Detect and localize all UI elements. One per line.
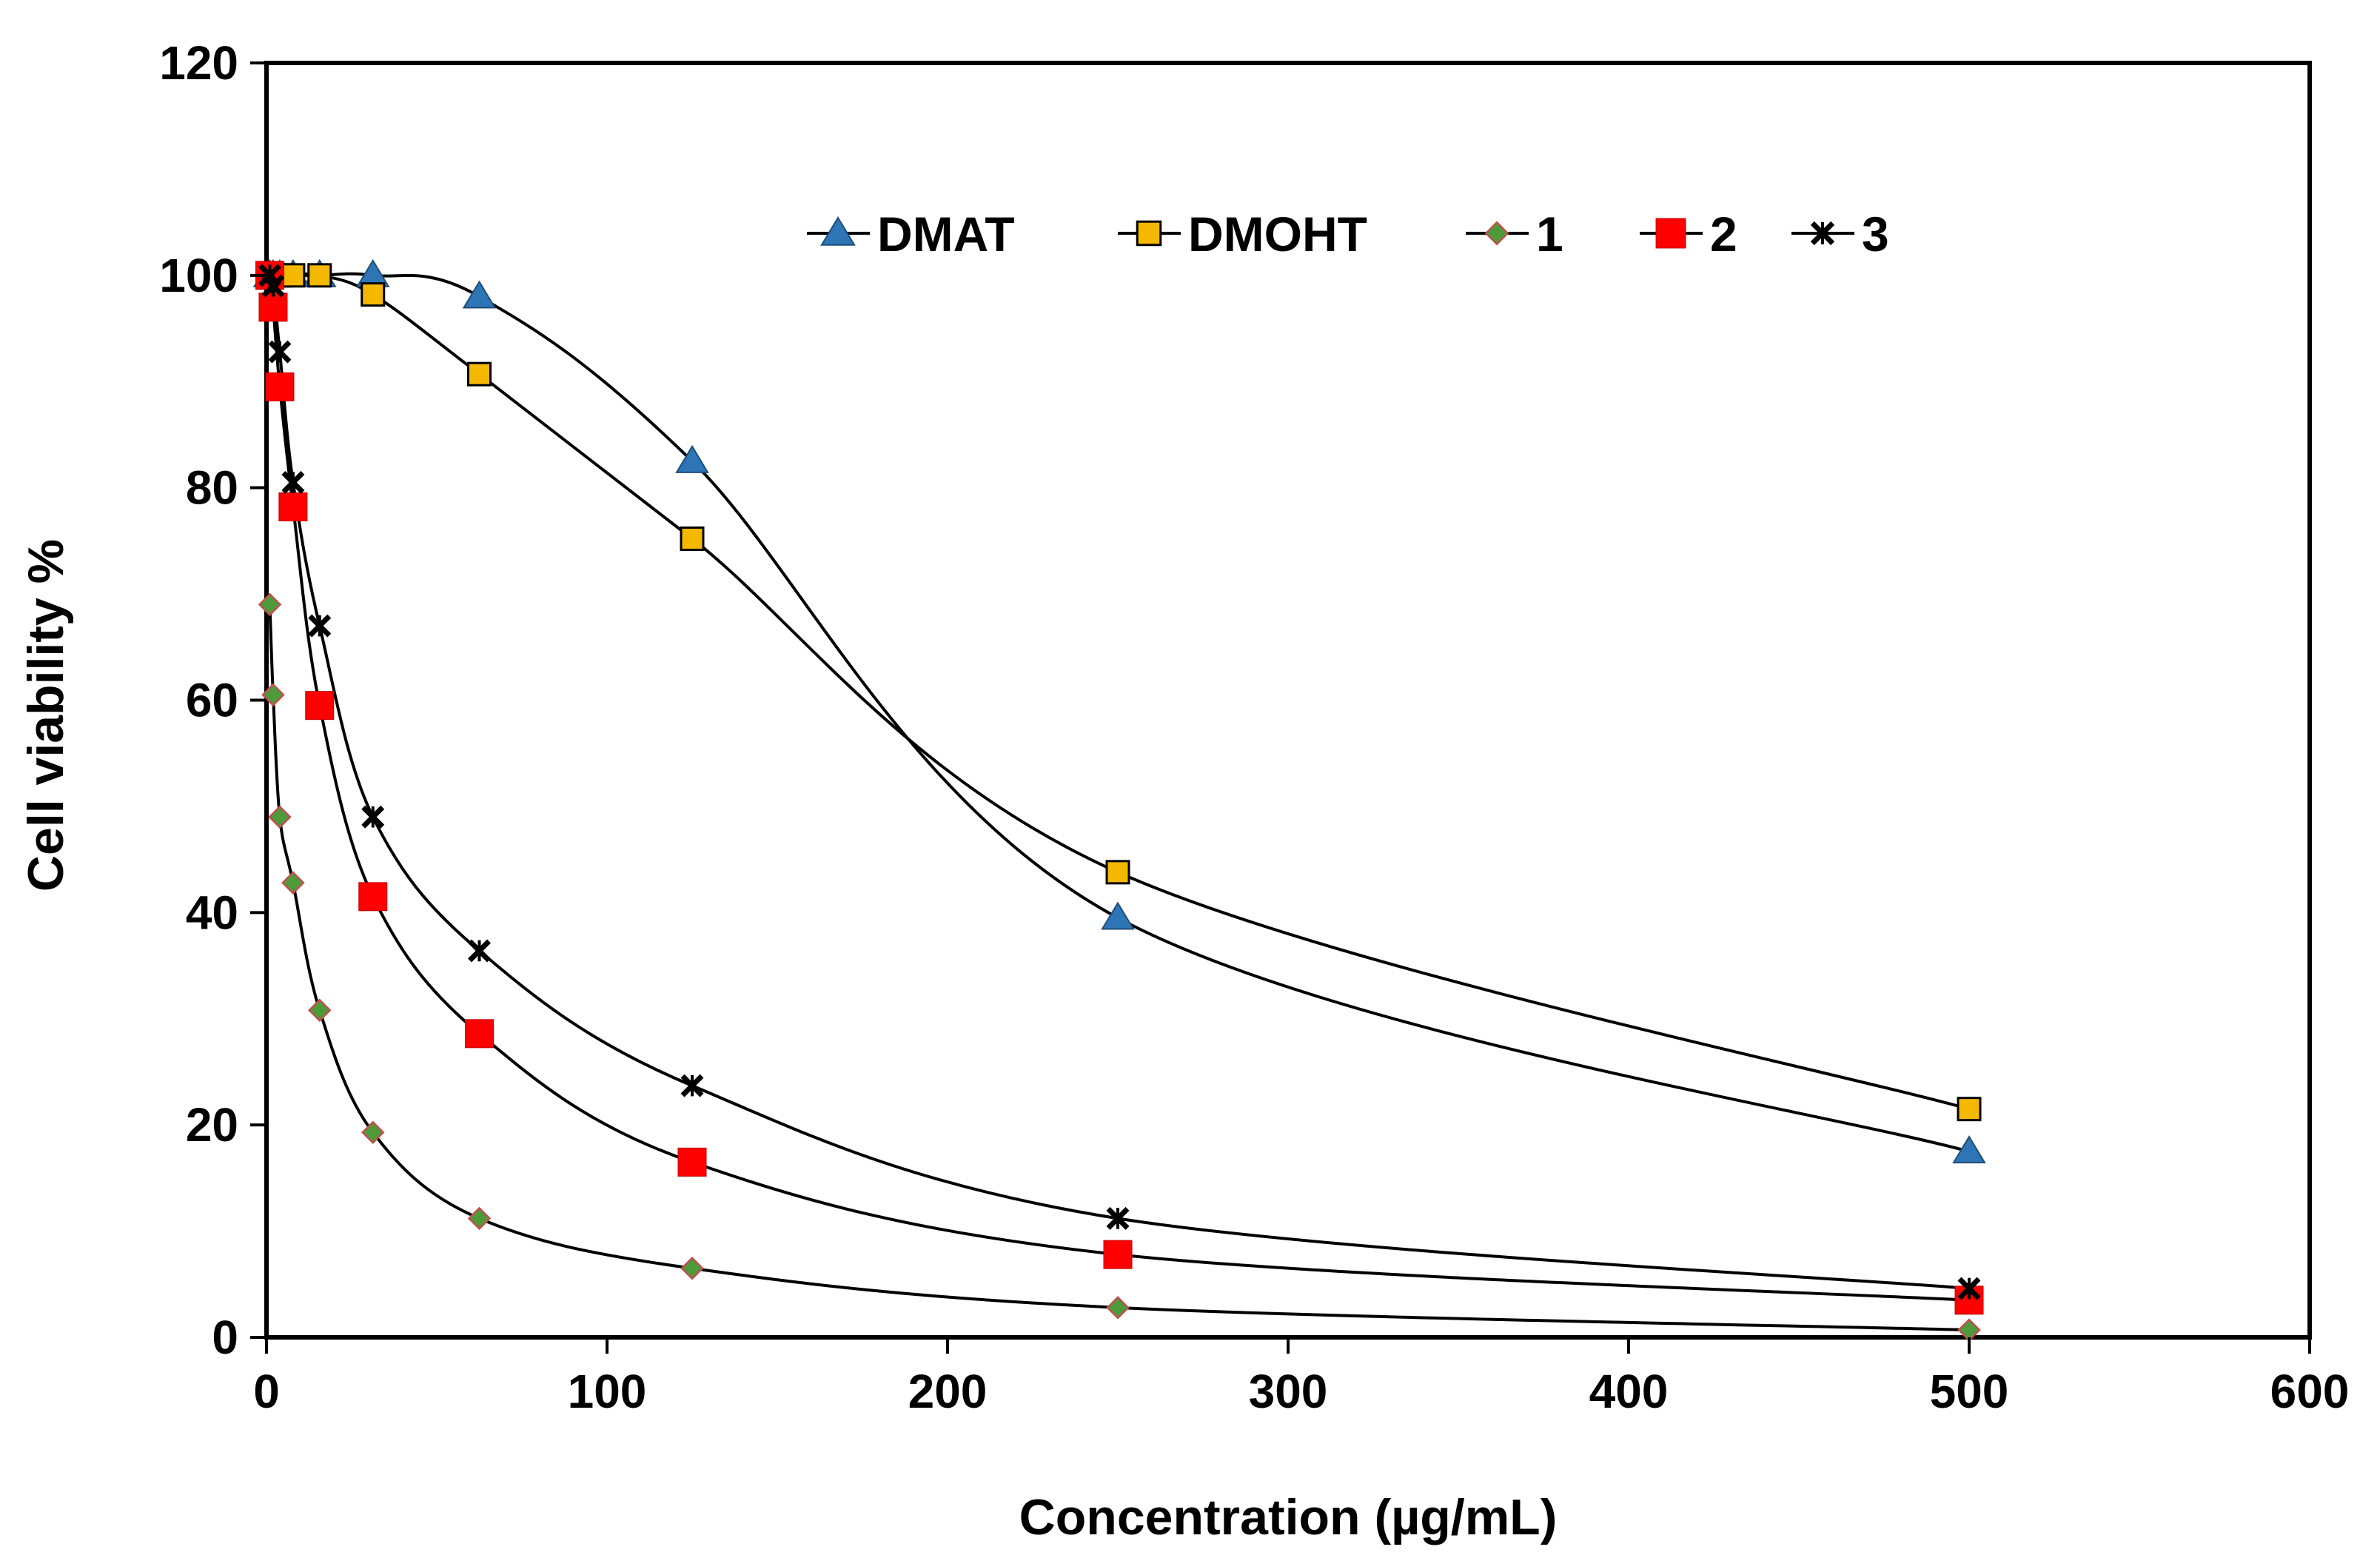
legend-marker-dmat [820, 216, 856, 246]
legend-label-dmoht: DMOHT [1188, 207, 1367, 261]
data-point-2 [358, 882, 388, 912]
data-point-dmoht [307, 263, 332, 288]
data-point-dmoht [467, 361, 492, 387]
data-point-2 [265, 372, 295, 401]
data-point-1 [680, 1257, 704, 1280]
data-point-dmat [462, 280, 497, 309]
data-point-2 [278, 492, 308, 521]
data-point-2 [258, 293, 288, 322]
y-tick-label: 0 [212, 1311, 238, 1364]
data-point-3 [268, 340, 292, 364]
x-tick-label: 300 [1249, 1365, 1328, 1418]
data-point-2 [465, 1019, 494, 1049]
data-point-3 [1106, 1206, 1130, 1230]
y-tick-label: 60 [186, 674, 238, 727]
series-line-3 [268, 274, 1970, 1291]
data-point-2 [677, 1147, 707, 1177]
legend-marker-dmoht [1136, 220, 1162, 247]
data-point-3 [361, 805, 385, 829]
x-tick-label: 200 [908, 1365, 988, 1418]
legend: DMAT DMOHT 1 2 3 [807, 207, 1889, 261]
y-tick-label: 80 [186, 461, 238, 515]
data-point-dmoht [361, 282, 386, 307]
y-tick-label: 20 [186, 1098, 238, 1151]
data-point-1 [268, 805, 292, 829]
y-axis-label: Cell viability % [18, 539, 74, 892]
data-point-dmoht [1105, 860, 1130, 885]
legend-label-2: 2 [1710, 207, 1737, 261]
x-tick-label: 500 [1930, 1365, 2009, 1418]
data-point-dmoht [1957, 1097, 1982, 1122]
data-point-3 [1957, 1277, 1981, 1300]
legend-label-dmat: DMAT [877, 207, 1015, 261]
legend-marker-2 [1655, 218, 1686, 249]
data-point-3 [680, 1074, 704, 1097]
y-tick-label: 40 [186, 886, 238, 939]
data-point-1 [1106, 1296, 1130, 1320]
x-tick-label: 0 [253, 1365, 280, 1418]
y-tick-label: 100 [159, 249, 238, 302]
data-point-3 [281, 471, 305, 494]
data-point-dmat [1952, 1135, 1986, 1164]
x-tick-label: 600 [2270, 1365, 2350, 1418]
legend-marker-3 [1810, 221, 1835, 246]
data-point-3 [308, 614, 332, 638]
data-point-2 [305, 691, 335, 721]
data-point-1 [258, 592, 282, 617]
data-point-dmoht [281, 263, 306, 288]
data-point-1 [467, 1206, 492, 1231]
legend-label-3: 3 [1862, 207, 1889, 261]
data-point-dmat [675, 444, 709, 473]
x-axis-label: Concentration (µg/mL) [1019, 1489, 1558, 1545]
data-point-2 [1103, 1240, 1133, 1269]
legend-label-1: 1 [1536, 207, 1563, 261]
data-point-3 [261, 274, 285, 298]
data-point-3 [468, 939, 491, 963]
x-tick-label: 100 [568, 1365, 647, 1418]
data-point-dmat [1101, 901, 1135, 930]
data-point-1 [361, 1120, 385, 1144]
y-tick-label: 120 [159, 36, 238, 90]
data-point-dmoht [680, 527, 705, 552]
x-tick-label: 400 [1589, 1365, 1669, 1418]
data-point-1 [261, 683, 285, 707]
data-point-1 [307, 998, 332, 1023]
series-line-2 [268, 275, 1970, 1302]
data-point-1 [281, 871, 305, 895]
legend-marker-1 [1484, 221, 1509, 246]
